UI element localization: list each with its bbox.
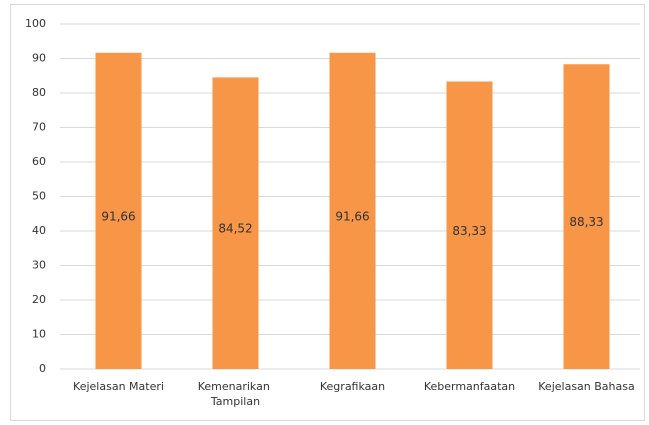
value-label: 91,66 xyxy=(101,209,135,223)
bar xyxy=(563,64,610,369)
y-tick-label: 0 xyxy=(39,362,46,375)
y-tick-label: 40 xyxy=(32,224,46,237)
y-tick-label: 70 xyxy=(32,121,46,134)
value-label: 83,33 xyxy=(452,224,486,238)
x-tick-label: Kemenarikan Tampilan xyxy=(198,380,274,408)
x-tick-label: Kejelasan Materi xyxy=(73,380,164,393)
y-tick-label: 50 xyxy=(32,190,46,203)
chart-border xyxy=(10,4,645,421)
value-label: 91,66 xyxy=(335,209,369,223)
y-tick-label: 90 xyxy=(32,52,46,65)
y-tick-label: 100 xyxy=(25,17,46,30)
value-label: 84,52 xyxy=(218,222,252,236)
y-tick-label: 80 xyxy=(32,86,46,99)
bar xyxy=(212,77,259,369)
y-tick-label: 30 xyxy=(32,259,46,272)
x-tick-label: Kejelasan Bahasa xyxy=(538,380,634,393)
bar xyxy=(446,81,493,369)
y-tick-label: 10 xyxy=(32,328,46,341)
y-tick-label: 20 xyxy=(32,293,46,306)
x-tick-label: Kegrafikaan xyxy=(320,380,385,393)
bar xyxy=(95,52,142,369)
value-label: 88,33 xyxy=(569,215,603,229)
bar xyxy=(329,52,376,369)
y-tick-label: 60 xyxy=(32,155,46,168)
x-tick-label: Kebermanfaatan xyxy=(424,380,515,393)
